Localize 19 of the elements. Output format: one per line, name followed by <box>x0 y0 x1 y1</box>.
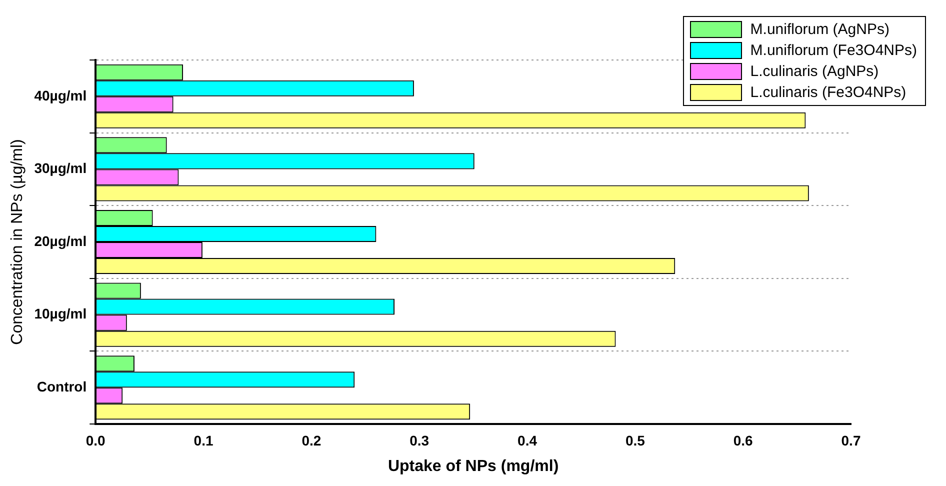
y-tick-label: 20µg/ml <box>34 232 87 249</box>
x-tick-label: 0.3 <box>410 432 430 448</box>
x-tick-label: 0.4 <box>518 432 538 448</box>
y-axis-title: Concentration in NPs (µg/ml) <box>9 139 26 345</box>
x-tick-label: 0.6 <box>733 432 754 448</box>
legend-label: M.uniflorum (Fe3O4NPs) <box>750 41 917 61</box>
x-tick-label: 0.0 <box>86 432 106 448</box>
x-tick-label: 0.5 <box>625 432 646 448</box>
x-tick-label: 0.2 <box>302 432 322 448</box>
x-tick-label: 0.7 <box>841 432 861 448</box>
y-tick-label: 10µg/ml <box>34 306 87 322</box>
x-axis-title: Uptake of NPs (mg/ml) <box>388 458 559 475</box>
legend-label: L.culinaris (AgNPs) <box>750 62 879 82</box>
y-tick-label: 40µg/ml <box>34 87 87 104</box>
legend-label: M.uniflorum (AgNPs) <box>750 20 890 40</box>
x-tick-label: 0.1 <box>194 432 214 448</box>
y-tick-label: Control <box>36 378 87 394</box>
legend-label: L.culinaris (Fe3O4NPs) <box>750 83 906 103</box>
y-tick-label: 30µg/ml <box>34 160 87 176</box>
